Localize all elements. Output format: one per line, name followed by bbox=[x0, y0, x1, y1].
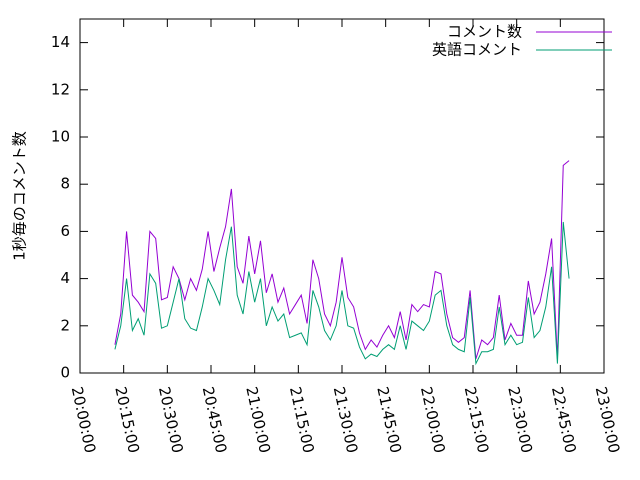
x-tick-label: 20:30:00 bbox=[155, 385, 187, 455]
y-tick-label: 6 bbox=[60, 222, 70, 240]
x-tick-label: 21:00:00 bbox=[242, 385, 274, 455]
legend-label: コメント数 bbox=[447, 23, 522, 41]
x-tick-label: 21:45:00 bbox=[373, 385, 405, 455]
y-tick-label: 12 bbox=[51, 80, 70, 98]
x-tick-label: 20:00:00 bbox=[68, 385, 100, 455]
y-tick-label: 8 bbox=[60, 175, 70, 193]
x-tick-label: 20:45:00 bbox=[199, 385, 231, 455]
x-tick-label: 22:45:00 bbox=[548, 385, 580, 455]
series-line bbox=[114, 160, 570, 359]
y-axis-label: 1秒毎のコメント数 bbox=[11, 131, 29, 261]
x-tick-label: 22:30:00 bbox=[504, 385, 536, 455]
y-tick-label: 10 bbox=[51, 128, 70, 146]
y-tick-label: 14 bbox=[51, 33, 70, 51]
x-tick-label: 22:15:00 bbox=[461, 385, 493, 455]
x-tick-label: 21:15:00 bbox=[286, 385, 318, 455]
y-tick-label: 0 bbox=[60, 364, 70, 382]
legend-label: 英語コメント bbox=[432, 41, 522, 59]
x-tick-label: 23:00:00 bbox=[592, 385, 624, 455]
x-tick-label: 21:30:00 bbox=[330, 385, 362, 455]
x-tick-label: 22:00:00 bbox=[417, 385, 449, 455]
y-tick-label: 4 bbox=[60, 269, 70, 287]
x-tick-label: 20:15:00 bbox=[111, 385, 143, 455]
y-tick-label: 2 bbox=[60, 316, 70, 334]
series-line bbox=[114, 221, 570, 366]
